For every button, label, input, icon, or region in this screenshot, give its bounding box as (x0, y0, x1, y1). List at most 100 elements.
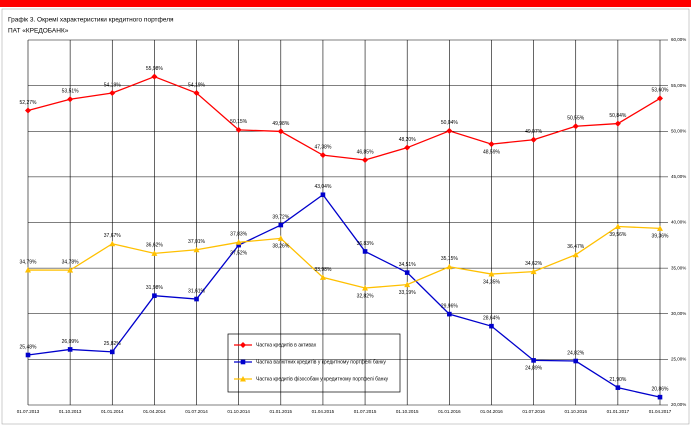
data-label: 25,48% (20, 344, 38, 350)
marker-triangle (67, 267, 74, 273)
y-tick-label: 50,00% (671, 128, 686, 133)
marker-square (240, 359, 246, 365)
marker-diamond (530, 136, 537, 143)
marker-triangle (240, 376, 246, 382)
y-tick-label: 55,00% (671, 83, 686, 88)
x-tick-label: 01.07.2015 (354, 409, 377, 414)
marker-diamond (319, 152, 326, 159)
marker-diamond (404, 144, 411, 151)
data-label: 34,78% (62, 259, 80, 265)
marker-triangle (193, 246, 200, 253)
legend-label: Частка валютних кредитів у кредитному по… (256, 359, 386, 365)
marker-triangle (319, 274, 326, 280)
x-tick-label: 01.01.2017 (607, 409, 630, 414)
data-label: 33,19% (399, 290, 417, 296)
marker-diamond (446, 127, 453, 134)
data-label: 46,85% (357, 149, 375, 155)
marker-triangle (151, 250, 158, 256)
x-tick-label: 01.07.2014 (185, 409, 208, 414)
data-label: 47,38% (314, 144, 332, 150)
data-label: 32,82% (357, 293, 375, 299)
data-label: 53,60% (652, 88, 670, 94)
data-label: 37,01% (188, 239, 206, 245)
y-tick-label: 25,00% (671, 357, 686, 362)
data-label: 34,51% (399, 262, 417, 268)
data-label: 38,26% (272, 244, 290, 250)
marker-triangle (614, 223, 621, 230)
data-label: 34,62% (525, 261, 543, 267)
data-label: 37,67% (104, 233, 122, 239)
marker-diamond (362, 156, 369, 163)
data-label: 52,27% (20, 100, 38, 106)
marker-square (152, 293, 157, 298)
data-label: 35,15% (441, 256, 459, 262)
marker-square (236, 242, 241, 248)
marker-diamond (235, 126, 242, 133)
data-label: 33,98% (314, 267, 332, 273)
marker-diamond (614, 120, 621, 127)
marker-square (615, 385, 621, 390)
top-bar (0, 0, 691, 7)
data-label: 24,89% (525, 366, 543, 372)
x-tick-label: 01.10.2016 (564, 409, 587, 414)
data-label: 39,56% (609, 232, 627, 238)
marker-triangle (404, 281, 411, 288)
marker-diamond (67, 96, 74, 103)
marker-triangle (657, 225, 663, 231)
data-label: 37,52% (230, 250, 248, 256)
data-label: 49,07% (525, 129, 543, 135)
data-label: 31,98% (146, 285, 164, 291)
marker-triangle (362, 285, 369, 291)
x-tick-label: 01.10.2013 (59, 409, 82, 414)
legend-label: Частка кредитів фізособам у кредитному п… (256, 376, 389, 382)
marker-square (194, 296, 199, 302)
data-label: 29,96% (441, 303, 459, 309)
marker-diamond (488, 141, 495, 148)
data-label: 28,64% (483, 315, 501, 321)
y-tick-label: 20,00% (671, 402, 686, 407)
data-label: 50,55% (567, 116, 585, 122)
marker-square (404, 270, 410, 275)
series-line (27, 75, 661, 161)
x-tick-label: 01.04.2014 (143, 409, 166, 414)
data-label: 36,83% (357, 241, 375, 247)
legend-label: Частка кредитів в активах (256, 342, 317, 348)
marker-triangle (25, 267, 31, 273)
frame (1, 8, 690, 425)
marker-square (447, 311, 452, 317)
y-tick-label: 60,00% (671, 37, 686, 42)
data-label: 54,19% (104, 82, 122, 88)
data-label: 36,47% (567, 244, 585, 250)
marker-diamond (277, 128, 284, 135)
data-label: 39,36% (652, 234, 670, 240)
x-tick-label: 01.01.2016 (438, 409, 461, 414)
marker-square (489, 323, 494, 329)
series-line (27, 193, 661, 398)
chart-title: Графік 3. Окремі характеристики кредитно… (8, 16, 174, 24)
marker-diamond (25, 107, 31, 114)
x-tick-label: 01.10.2015 (396, 409, 419, 414)
x-tick-label: 01.01.2014 (101, 409, 124, 414)
x-tick-label: 01.07.2016 (522, 409, 545, 414)
marker-square (25, 352, 31, 358)
marker-triangle (446, 263, 453, 270)
y-tick-label: 30,00% (671, 311, 686, 316)
data-label: 34,79% (20, 259, 38, 265)
marker-triangle (277, 235, 284, 241)
marker-square (278, 222, 284, 228)
marker-diamond (572, 123, 579, 130)
series-line (27, 225, 661, 289)
marker-square (573, 358, 579, 364)
data-label: 20,86% (652, 386, 670, 392)
marker-diamond (151, 73, 158, 80)
data-label: 50,15% (230, 119, 248, 125)
y-tick-label: 40,00% (671, 220, 686, 225)
x-tick-label: 01.04.2015 (312, 409, 335, 414)
data-label: 34,35% (483, 279, 501, 285)
marker-diamond (657, 95, 663, 102)
x-tick-label: 01.04.2017 (649, 409, 672, 414)
x-tick-label: 01.10.2014 (227, 409, 250, 414)
marker-square (657, 394, 663, 400)
marker-diamond (109, 90, 116, 97)
x-tick-label: 01.04.2016 (480, 409, 503, 414)
